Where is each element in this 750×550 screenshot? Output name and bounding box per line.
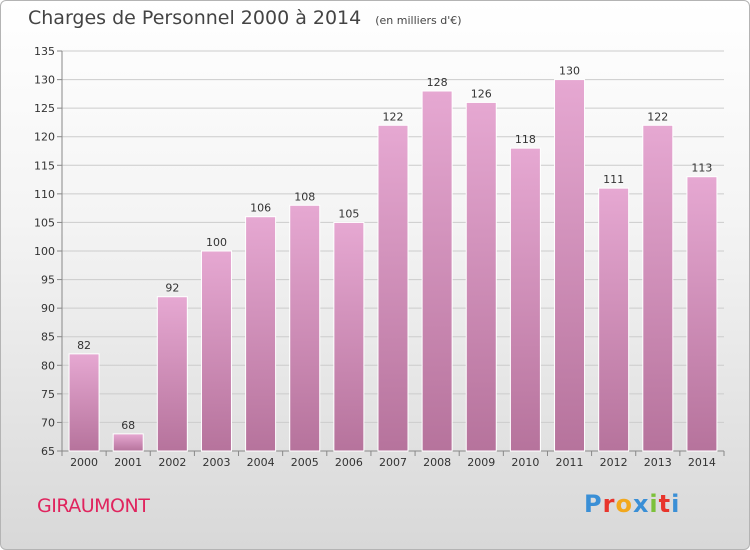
x-tick-label-2003: 2003 — [202, 456, 230, 469]
x-tick-label-2001: 2001 — [114, 456, 142, 469]
x-tick-label-2000: 2000 — [70, 456, 98, 469]
logo-letter: i — [671, 490, 681, 518]
y-tick-label: 70 — [41, 416, 55, 429]
y-tick-label: 85 — [41, 331, 55, 344]
logo-letter: P — [584, 490, 603, 518]
data-label-2008: 128 — [427, 76, 448, 89]
chart-subtitle: (en milliers d'€) — [375, 14, 462, 27]
title-text: Charges de Personnel 2000 à 2014 — [28, 7, 362, 29]
x-tick-label-2009: 2009 — [467, 456, 495, 469]
data-label-2003: 100 — [206, 236, 227, 249]
bar-2012 — [598, 187, 630, 452]
y-tick-label: 75 — [41, 388, 55, 401]
data-label-2013: 122 — [647, 110, 668, 123]
bars — [68, 79, 718, 452]
y-tick-label: 90 — [41, 302, 55, 315]
y-tick-label: 95 — [41, 274, 55, 287]
y-tick-label: 105 — [34, 216, 55, 229]
bar-2005 — [289, 204, 321, 452]
bar-2013 — [642, 124, 674, 452]
proxiti-logo[interactable]: Proxiti — [584, 490, 680, 518]
bar-2004 — [245, 216, 277, 452]
x-tick-label-2006: 2006 — [335, 456, 363, 469]
data-label-2004: 106 — [250, 202, 271, 215]
data-label-2009: 126 — [471, 87, 492, 100]
bar-2011 — [554, 79, 586, 452]
x-tick-label-2011: 2011 — [556, 456, 584, 469]
bar-2008 — [421, 90, 453, 452]
logo-letter: t — [658, 490, 672, 518]
x-tick-label-2013: 2013 — [644, 456, 672, 469]
logo-letter: i — [649, 490, 659, 518]
logo-letter: r — [602, 490, 616, 518]
y-tick-label: 125 — [34, 102, 55, 115]
data-label-2001: 68 — [121, 419, 135, 432]
bar-2002 — [156, 296, 188, 452]
data-label-2007: 122 — [383, 110, 404, 123]
bar-2003 — [200, 250, 232, 452]
logo-letter: x — [632, 490, 650, 518]
data-label-2006: 105 — [338, 207, 359, 220]
bar-2010 — [509, 147, 541, 452]
y-tick-label: 135 — [34, 45, 55, 58]
chart-title: Charges de Personnel 2000 à 2014 (en mill… — [28, 7, 462, 29]
data-label-2000: 82 — [77, 339, 91, 352]
y-tick-label: 130 — [34, 74, 55, 87]
labels: 65 70 75 80 85 90 95 100 105 110 115 120 125 130 135 82… — [34, 45, 716, 469]
bar-2001 — [112, 433, 144, 452]
bar-2006 — [333, 221, 365, 452]
y-tick-label: 80 — [41, 359, 55, 372]
x-tick-label-2007: 2007 — [379, 456, 407, 469]
data-label-2014: 113 — [691, 162, 712, 175]
data-label-2012: 111 — [603, 173, 624, 186]
data-label-2011: 130 — [559, 65, 580, 78]
x-tick-label-2005: 2005 — [291, 456, 319, 469]
y-tick-label: 120 — [34, 131, 55, 144]
x-tick-label-2008: 2008 — [423, 456, 451, 469]
x-tick-label-2004: 2004 — [247, 456, 275, 469]
bar-2014 — [686, 176, 718, 452]
x-tick-label-2002: 2002 — [158, 456, 186, 469]
place-name: GIRAUMONT — [37, 495, 150, 517]
y-tick-label: 100 — [34, 245, 55, 258]
data-label-2005: 108 — [294, 190, 315, 203]
y-tick-label: 65 — [41, 445, 55, 458]
bar-2009 — [465, 101, 497, 452]
x-tick-label-2014: 2014 — [688, 456, 716, 469]
bar-2007 — [377, 124, 409, 452]
data-label-2002: 92 — [165, 282, 179, 295]
bar-2000 — [68, 353, 100, 452]
x-tick-label-2010: 2010 — [511, 456, 539, 469]
y-tick-label: 115 — [34, 159, 55, 172]
logo-letter: o — [615, 490, 633, 518]
y-tick-label: 110 — [34, 188, 55, 201]
x-tick-label-2012: 2012 — [600, 456, 628, 469]
data-label-2010: 118 — [515, 133, 536, 146]
